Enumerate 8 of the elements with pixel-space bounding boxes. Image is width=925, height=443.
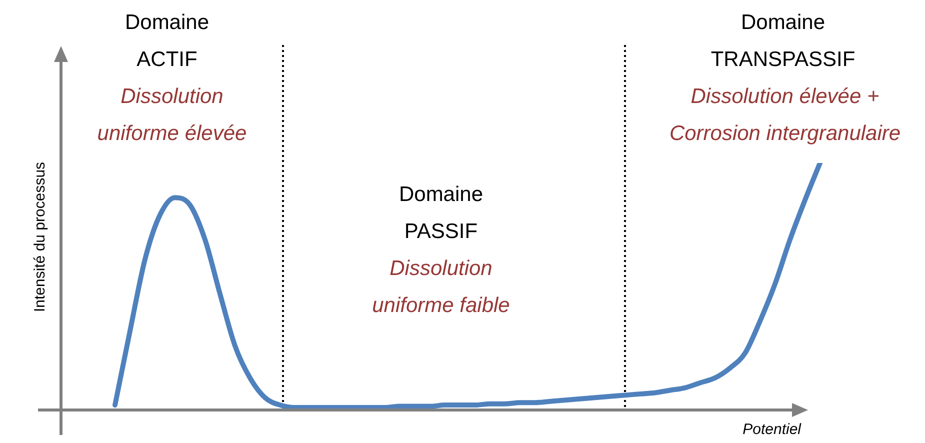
text: Dissolution uniforme élevée — [96, 84, 248, 147]
y-axis-title: Intensité du processus — [32, 162, 48, 312]
text: Domaine ACTIF — [124, 10, 210, 73]
annotation: Dissolution uniforme faible — [371, 256, 511, 319]
text: Domaine TRANSPASSIF — [710, 10, 856, 73]
annotation: Domaine PASSIF — [398, 182, 484, 245]
x-axis-title: Potentiel — [742, 421, 801, 438]
text: Dissolution élevée + Corrosion intergranulaire — [668, 84, 902, 147]
